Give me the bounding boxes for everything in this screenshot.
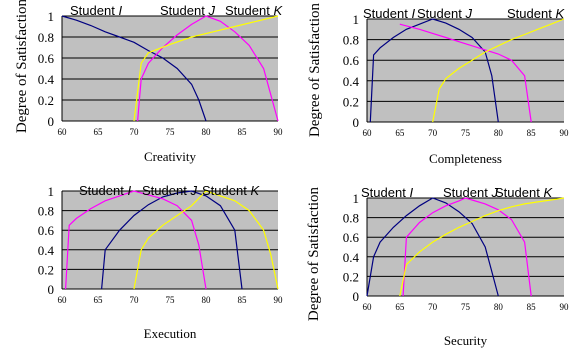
plot-area <box>62 191 278 289</box>
y-tick-label: 0.6 <box>38 51 55 66</box>
x-tick-label: 90 <box>274 127 284 137</box>
legend-label-1: Student I <box>79 183 131 198</box>
x-tick-label: 85 <box>527 302 537 312</box>
y-tick-label: 1 <box>48 9 55 24</box>
x-tick-label: 70 <box>428 128 438 138</box>
x-tick-label: 85 <box>527 128 537 138</box>
y-tick-label: 0.4 <box>38 243 55 258</box>
x-tick-label: 75 <box>461 128 471 138</box>
x-tick-label: 60 <box>363 128 373 138</box>
y-tick-label: 0.6 <box>38 223 55 238</box>
x-tick-label: 75 <box>166 127 176 137</box>
series-line-1 <box>101 190 243 290</box>
y-tick-label: 0.2 <box>38 262 54 277</box>
y-axis-title: Degree of Satisfaction <box>14 0 30 133</box>
legend-label-3: Student K <box>507 6 565 21</box>
x-tick-label: 65 <box>395 128 405 138</box>
x-axis-title: Execution <box>144 326 197 341</box>
x-tick-label: 65 <box>94 295 104 305</box>
chart-panel-1: 0 0.2 0.4 0.6 0.8 1 60 65 70 75 80 85 90 Student I Stu… <box>14 0 283 164</box>
x-tick-label: 60 <box>58 295 68 305</box>
series-line-2 <box>402 197 532 297</box>
x-tick-label: 85 <box>238 295 248 305</box>
y-tick-label: 0.4 <box>38 72 55 87</box>
series-line-3 <box>133 15 279 122</box>
x-tick-label: 90 <box>560 128 570 138</box>
y-tick-label: 0 <box>353 115 360 130</box>
y-tick-label: 0.8 <box>38 204 54 219</box>
y-tick-label: 0 <box>48 282 55 297</box>
y-tick-label: 0.2 <box>343 94 359 109</box>
y-tick-label: 0.8 <box>343 211 359 226</box>
chart-panel-3: 0 0.2 0.4 0.6 0.8 1 60 65 70 75 80 85 90 Student I Stu… <box>38 183 283 341</box>
x-tick-label: 65 <box>395 302 405 312</box>
series-line-1 <box>61 15 207 122</box>
x-tick-label: 70 <box>130 295 140 305</box>
y-tick-label: 1 <box>353 12 360 27</box>
x-axis-title: Creativity <box>144 149 196 164</box>
x-tick-label: 80 <box>494 302 504 312</box>
series-line-3 <box>432 18 565 123</box>
x-tick-label: 65 <box>94 127 104 137</box>
y-tick-label: 0 <box>353 289 360 304</box>
y-axis-title: Degree of Satisfaction <box>306 186 322 321</box>
plot-area <box>367 19 564 122</box>
y-tick-label: 0.4 <box>343 250 360 265</box>
y-tick-label: 0 <box>48 114 55 129</box>
x-axis-title: Security <box>444 333 488 348</box>
series-line-2 <box>137 15 279 122</box>
x-axis-title: Completeness <box>429 151 502 166</box>
y-axis-title: Degree of Satisfaction <box>307 2 323 137</box>
x-tick-label: 75 <box>461 302 471 312</box>
legend-label-2: Student J <box>443 185 498 200</box>
series-line-3 <box>399 197 565 297</box>
x-tick-label: 90 <box>560 302 570 312</box>
x-tick-label: 85 <box>238 127 248 137</box>
y-tick-label: 0.4 <box>343 74 360 89</box>
legend-label-3: Student K <box>495 185 553 200</box>
x-tick-label: 70 <box>130 127 140 137</box>
legend-label-3: Student K <box>202 183 260 198</box>
plot-area <box>62 16 278 121</box>
y-tick-label: 0.2 <box>343 269 359 284</box>
x-tick-label: 60 <box>58 127 68 137</box>
legend-label-2: Student J <box>142 183 197 198</box>
legend-label-2: Student J <box>160 3 215 18</box>
y-tick-label: 0.6 <box>343 230 360 245</box>
legend-label-3: Student K <box>225 3 283 18</box>
legend-label-1: Student I <box>363 6 415 21</box>
y-tick-label: 0.8 <box>38 30 54 45</box>
y-tick-label: 1 <box>48 184 55 199</box>
x-tick-label: 75 <box>166 295 176 305</box>
legend-label-1: Student I <box>70 3 122 18</box>
series-line-1 <box>366 197 499 297</box>
legend-label-1: Student I <box>361 185 413 200</box>
x-tick-label: 80 <box>494 128 504 138</box>
series-line-2 <box>399 23 532 123</box>
y-tick-label: 1 <box>353 191 360 206</box>
plot-area <box>367 198 564 296</box>
legend-label-2: Student J <box>417 6 472 21</box>
y-tick-label: 0.2 <box>38 93 54 108</box>
series-line-2 <box>65 190 207 290</box>
x-tick-label: 80 <box>202 127 212 137</box>
x-tick-label: 70 <box>428 302 438 312</box>
y-tick-label: 0.8 <box>343 33 359 48</box>
series-line-3 <box>133 190 279 290</box>
x-tick-label: 60 <box>363 302 373 312</box>
y-tick-label: 0.6 <box>343 53 360 68</box>
chart-panel-4: 0 0.2 0.4 0.6 0.8 1 60 65 70 75 80 85 90 Student I Stu… <box>306 185 569 348</box>
x-tick-label: 90 <box>274 295 284 305</box>
x-tick-label: 80 <box>202 295 212 305</box>
